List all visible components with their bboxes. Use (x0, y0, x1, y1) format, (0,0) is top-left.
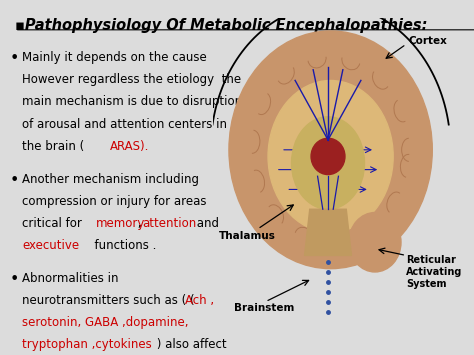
Text: However regardless the etiology  the: However regardless the etiology the (22, 73, 241, 87)
Ellipse shape (229, 31, 432, 269)
Text: compression or injury for areas: compression or injury for areas (22, 195, 207, 208)
Text: •: • (10, 272, 19, 286)
Ellipse shape (349, 213, 401, 272)
Text: ) also affect: ) also affect (153, 338, 227, 351)
Text: ARAS).: ARAS). (109, 140, 149, 153)
Text: attention: attention (143, 217, 197, 230)
Ellipse shape (311, 138, 345, 175)
Text: tryptophan ,cytokines: tryptophan ,cytokines (22, 338, 152, 351)
Text: Thalamus: Thalamus (219, 231, 275, 241)
Text: •: • (10, 173, 19, 187)
Text: Mainly it depends on the cause: Mainly it depends on the cause (22, 51, 207, 65)
Text: Reticular
Activating
System: Reticular Activating System (406, 255, 463, 289)
Text: executive: executive (22, 239, 79, 252)
Text: the brain (: the brain ( (22, 140, 84, 153)
Text: Ach ,: Ach , (185, 294, 214, 307)
Text: main mechanism is due to disruption: main mechanism is due to disruption (22, 95, 242, 109)
Text: memory: memory (96, 217, 145, 230)
Ellipse shape (268, 81, 393, 233)
Text: and: and (193, 217, 219, 230)
Text: ,: , (134, 217, 142, 230)
Text: ▪Pathophysiology Of Metabolic Encephalopathies:: ▪Pathophysiology Of Metabolic Encephalop… (15, 18, 427, 33)
Text: functions .: functions . (87, 239, 156, 252)
Text: Brainstem: Brainstem (234, 303, 294, 313)
Ellipse shape (292, 117, 365, 209)
Text: neurotransmitters such as ( (: neurotransmitters such as ( ( (22, 294, 195, 307)
Text: of arousal and attention centers in: of arousal and attention centers in (22, 118, 227, 131)
Text: Another mechanism including: Another mechanism including (22, 173, 199, 186)
Text: •: • (10, 51, 19, 66)
Text: Abnormalities in: Abnormalities in (22, 272, 118, 285)
Text: serotonin, GABA ,dopamine,: serotonin, GABA ,dopamine, (22, 316, 189, 329)
Text: Cortex: Cortex (409, 36, 448, 46)
Text: critical for: critical for (22, 217, 86, 230)
Polygon shape (304, 209, 351, 256)
